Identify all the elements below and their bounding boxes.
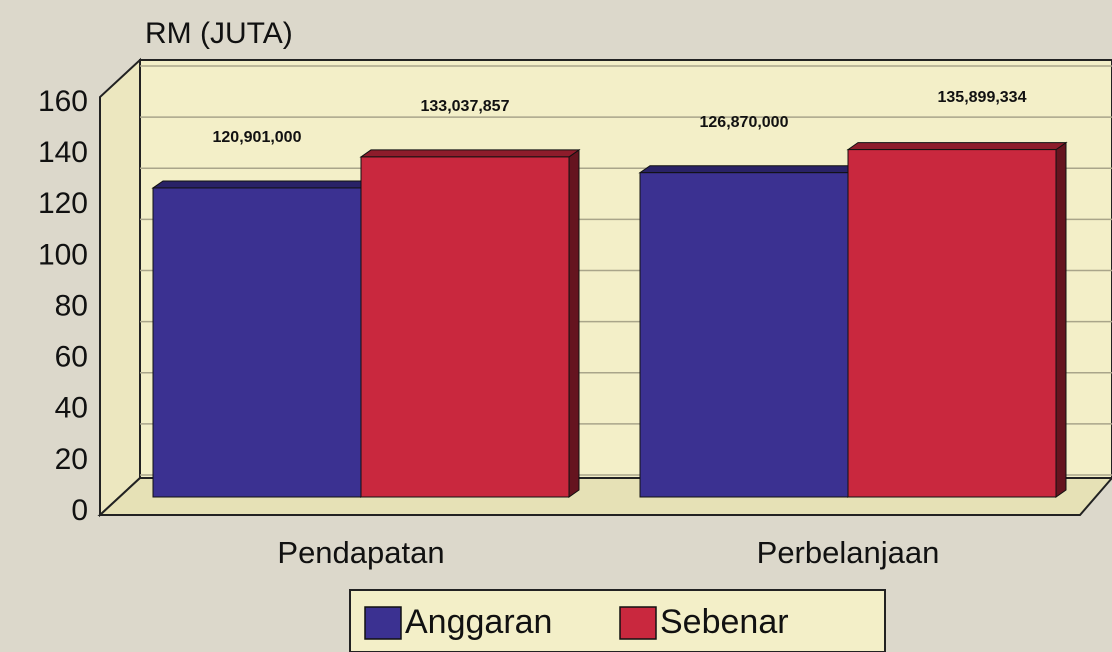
- y-tick-label: 40: [55, 392, 88, 425]
- value-label: 126,870,000: [700, 114, 789, 131]
- side-wall: [99, 57, 141, 518]
- y-tick-label: 60: [55, 341, 88, 374]
- y-axis-title: RM (JUTA): [145, 17, 293, 50]
- bar-top: [359, 149, 581, 158]
- y-tick-label: 0: [71, 494, 88, 527]
- bar: [360, 156, 570, 498]
- value-label: 133,037,857: [421, 98, 510, 115]
- y-tick-label: 20: [55, 443, 88, 476]
- value-label: 120,901,000: [213, 129, 302, 146]
- y-tick-label: 80: [55, 289, 88, 322]
- legend: [349, 589, 886, 652]
- y-tick-label: 160: [38, 85, 88, 118]
- legend-label: Anggaran: [405, 603, 552, 641]
- bar-side: [568, 148, 580, 498]
- legend-items: Anggaran Sebenar: [364, 603, 789, 641]
- bar-top: [638, 165, 860, 174]
- bar-top: [846, 142, 1068, 151]
- y-tick-label: 120: [38, 187, 88, 220]
- legend-swatch: [619, 606, 657, 640]
- bar-side: [1055, 141, 1067, 498]
- bar-top: [151, 180, 373, 189]
- legend-label: Sebenar: [660, 603, 789, 641]
- plot: 0 20 40 60 80 100 120 140 160 Pendapatan 120,901,0…: [38, 65, 1112, 570]
- bar: [152, 187, 362, 498]
- x-tick-label: Perbelanjaan: [757, 535, 940, 570]
- value-label: 135,899,334: [938, 89, 1027, 106]
- legend-swatch: [364, 606, 402, 640]
- x-tick-label: Pendapatan: [277, 535, 444, 570]
- y-tick-label: 100: [38, 238, 88, 271]
- bar: [639, 172, 849, 498]
- bar: [847, 149, 1057, 498]
- y-tick-label: 140: [38, 136, 88, 169]
